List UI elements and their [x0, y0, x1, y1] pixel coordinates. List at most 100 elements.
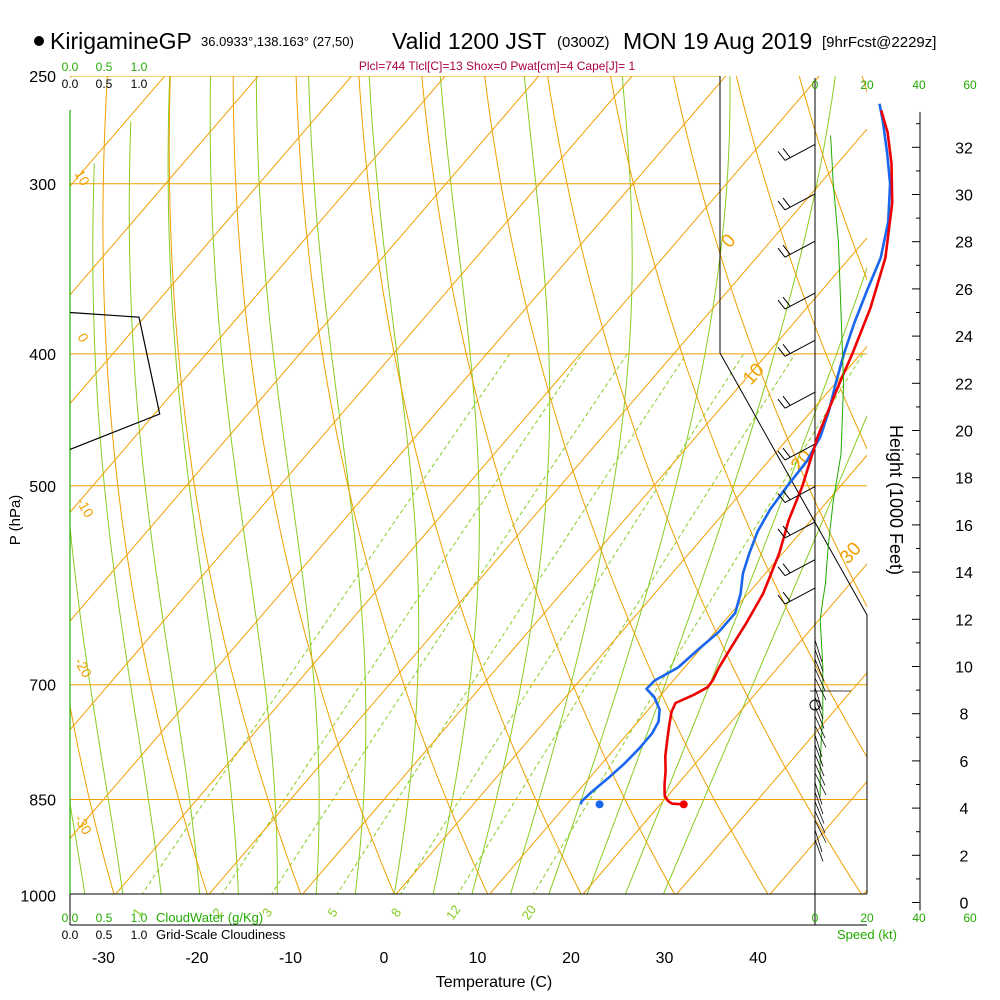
cloudiness-bottom-tick: 0.0 [62, 928, 79, 942]
pressure-tick-label: 400 [29, 347, 56, 364]
cloud-water-top-tick: 0.5 [96, 60, 113, 74]
dry-adiabat-label: -10 [73, 495, 97, 521]
station-coords: 36.0933°,138.163° (27,50) [201, 34, 354, 49]
moist-adiabat-20 [471, 76, 551, 894]
pressure-tick-label: 300 [29, 177, 56, 194]
wind-barb [777, 559, 816, 577]
mixing-ratio-label: 8 [388, 905, 404, 920]
speed-top-tick: 60 [963, 78, 977, 92]
cloudiness-top-tick: 1.0 [131, 77, 148, 91]
moist-adiabats [70, 76, 867, 894]
speed-bottom-tick: 60 [963, 911, 977, 925]
station-name: KirigamineGP [50, 28, 192, 54]
moist-adiabat-32 [586, 76, 836, 894]
surface-temperature-marker [679, 800, 688, 809]
height-tick-label: 22 [955, 376, 973, 393]
dry-adiabats [70, 52, 1000, 925]
isotherm--40 [70, 76, 633, 731]
isotherm-20 [489, 454, 867, 894]
height-tick-label: 28 [955, 235, 973, 252]
height-tick-label: 18 [955, 471, 973, 488]
mixing-ratio-lines [141, 353, 864, 894]
pressure-tick-label: 250 [29, 69, 56, 86]
dry-adiabat-20 [295, 76, 489, 894]
x-tick-label: 10 [469, 950, 487, 967]
axes: -30 -20 -10 0 10 20 30 402503004005007008501000… [20, 60, 977, 967]
speed-label: Speed (kt) [837, 927, 897, 942]
isotherm--10 [208, 128, 867, 894]
moist-adiabat-28 [548, 76, 731, 894]
mixing-ratio-line-1 [141, 353, 511, 894]
pressure-tick-label: 850 [29, 793, 56, 810]
dry-adiabat-130 [979, 52, 1000, 925]
height-tick-label: 10 [955, 660, 973, 677]
speed-top-tick: 0 [812, 78, 819, 92]
height-tick-label: 2 [960, 848, 969, 865]
x-tick-label: 40 [749, 950, 767, 967]
valid-utc: (0300Z) [557, 34, 610, 51]
valid-date: MON 19 Aug 2019 [623, 28, 812, 54]
cloud-water-bottom-tick: 1.0 [131, 911, 148, 925]
low-level-wind-barb [814, 725, 827, 748]
moist-adiabat--16 [70, 522, 124, 894]
mixing-ratio-label: 12 [443, 902, 464, 922]
x-tick-label: 30 [656, 950, 674, 967]
low-level-wind-barb [814, 715, 826, 739]
cloud-water-bottom-tick: 0.5 [96, 911, 113, 925]
dry-adiabat-40 [421, 76, 676, 894]
low-level-wind-barb [814, 839, 824, 862]
title-bullet [34, 36, 44, 46]
isotherm--60 [70, 76, 446, 514]
low-level-wind-barb [814, 649, 824, 672]
x-tick-label: -20 [185, 950, 208, 967]
height-tick-label: 6 [960, 754, 969, 771]
height-tick-label: 24 [955, 329, 973, 346]
dry-adiabat-label: 0 [74, 330, 92, 345]
height-tick-label: 0 [960, 896, 969, 913]
isotherm-label: 10 [739, 359, 769, 389]
isotherm--70 [70, 76, 353, 405]
height-tick-label: 32 [955, 140, 973, 157]
dewpoint-line [579, 103, 892, 805]
isobars [70, 76, 867, 800]
y-axis-title: P (hPa) [7, 495, 24, 546]
mixing-ratio-line-3 [271, 353, 628, 894]
cloudiness-label: Grid-Scale Cloudiness [156, 927, 286, 942]
moist-adiabat-4 [255, 76, 320, 894]
x-tick-label: 20 [562, 950, 580, 967]
height-tick-label: 26 [955, 282, 973, 299]
low-level-wind-barb [814, 668, 826, 691]
dry-adiabat-80 [672, 76, 867, 608]
cloud-water-top-tick: 0.0 [62, 60, 79, 74]
mixing-ratio-line-5 [336, 353, 687, 894]
moist-adiabat-24 [510, 76, 633, 894]
cloudiness-bottom-tick: 1.0 [131, 928, 148, 942]
isotherm-60 [863, 889, 867, 894]
moist-adiabat-36 [624, 266, 867, 894]
isotherm-40 [676, 671, 867, 894]
valid-time: Valid 1200 JST [392, 28, 546, 54]
height-tick-label: 8 [960, 707, 969, 724]
height-tick-label: 14 [955, 565, 973, 582]
speed-top-tick: 20 [860, 78, 874, 92]
stability-indices: Plcl=744 Tlcl[C]=13 Shox=0 Pwat[cm]=4 Ca… [359, 59, 636, 73]
wind-barb [777, 292, 816, 310]
isotherm--90 [70, 76, 166, 187]
low-level-wind-barb [814, 763, 826, 786]
speed-bottom-tick: 0 [812, 911, 819, 925]
height-tick-label: 4 [960, 801, 969, 818]
moist-adiabat--8 [128, 121, 201, 894]
wind-barb [777, 193, 816, 211]
low-level-wind-barb [814, 801, 825, 824]
dry-adiabat-label: -20 [71, 655, 95, 681]
low-level-wind-barb [814, 772, 827, 796]
cloudiness-top-tick: 0.0 [62, 77, 79, 91]
height-tick-label: 20 [955, 424, 973, 441]
isotherm-30 [582, 563, 867, 894]
x-axis-title: Temperature (C) [436, 974, 552, 991]
mixing-ratio-label: 5 [324, 905, 340, 920]
dry-adiabat-0 [168, 76, 302, 894]
x-tick-label: -30 [92, 950, 115, 967]
